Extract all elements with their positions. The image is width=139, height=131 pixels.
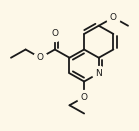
Text: O: O xyxy=(37,53,44,62)
Text: O: O xyxy=(51,29,58,39)
Text: O: O xyxy=(81,92,88,102)
Text: O: O xyxy=(110,13,117,22)
Text: N: N xyxy=(95,69,102,78)
